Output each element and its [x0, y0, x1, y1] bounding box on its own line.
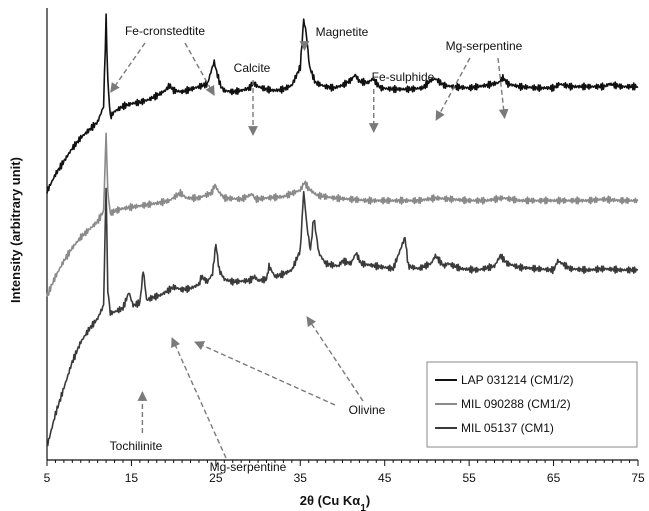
annotation-layer: Fe-cronstedtite Calcite Magnetite Fe-sulphi… [110, 24, 523, 474]
annotation-arrow [194, 341, 336, 406]
series-line-1 [46, 13, 639, 194]
annotation-arrow [435, 57, 471, 121]
legend-label: MIL 05137 (CM1) [461, 421, 554, 435]
y-axis-title: Intensity (arbitrary unit) [8, 157, 23, 303]
x-axis-title-sub: 1 [360, 503, 366, 511]
series-line-3 [47, 187, 639, 447]
x-axis-title: 2θ (Cu Kα1) [300, 493, 370, 511]
series-layer [46, 13, 639, 447]
annotation-label: Calcite [234, 61, 271, 75]
x-tick-label: 5 [44, 471, 51, 485]
x-tick-label: 45 [378, 471, 392, 485]
annotation-label: Magnetite [316, 25, 369, 39]
x-tick-label: 35 [294, 471, 308, 485]
annotation-label: Fe-cronstedtite [125, 24, 205, 38]
legend-label: LAP 031214 (CM1/2) [461, 373, 574, 387]
series-line-2 [46, 132, 639, 297]
annotation-label: Tochilinite [110, 439, 163, 453]
x-tick-label: 55 [462, 471, 476, 485]
annotation-arrow [110, 42, 146, 93]
x-tick-label: 75 [631, 471, 645, 485]
x-tick-label: 65 [547, 471, 561, 485]
annotation-arrow [184, 42, 215, 96]
legend-box [426, 361, 638, 448]
annotation-arrow [497, 57, 509, 119]
x-axis-title-suffix: ) [366, 493, 370, 508]
annotation-label: Fe-sulphide [372, 70, 435, 84]
annotation-label: Mg-serpentine [446, 39, 523, 53]
annotation-arrow [306, 316, 364, 402]
legend: LAP 031214 (CM1/2) MIL 090288 (CM1/2) MIL … [426, 361, 638, 448]
x-axis-title-main: 2θ (Cu Kα [300, 493, 361, 508]
annotation-arrow [171, 337, 227, 459]
x-tick-label: 25 [209, 471, 223, 485]
x-tick-label: 15 [125, 471, 139, 485]
annotation-label: Mg-serpentine [210, 460, 287, 474]
annotation-label: Olivine [349, 403, 386, 417]
legend-label: MIL 090288 (CM1/2) [461, 397, 571, 411]
axes: 5 15 25 35 45 55 65 75 [44, 8, 645, 485]
